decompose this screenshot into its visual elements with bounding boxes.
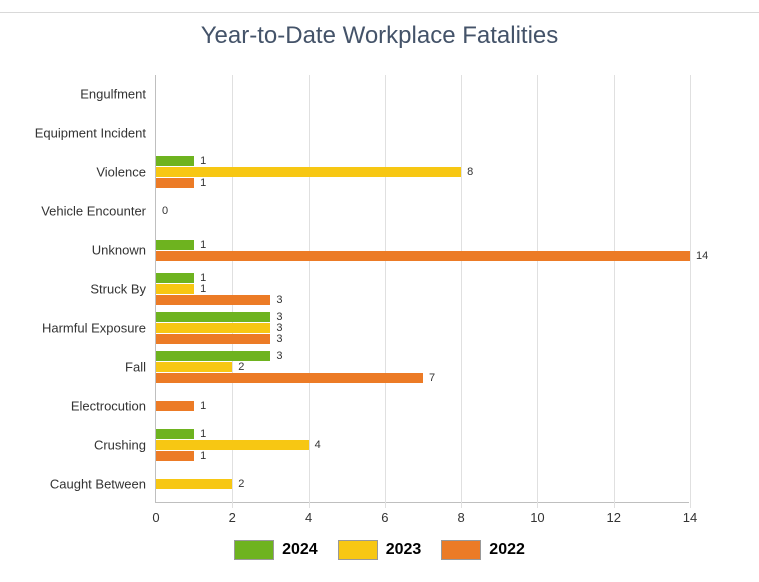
bar: 3 xyxy=(156,334,270,344)
category-label: Caught Between xyxy=(50,476,156,491)
bar: 2 xyxy=(156,362,232,372)
legend-item: 2022 xyxy=(441,540,525,560)
category-row: Caught Between2 xyxy=(156,464,689,503)
x-tick-label: 0 xyxy=(152,510,159,525)
legend-swatch xyxy=(338,540,378,560)
bar: 1 xyxy=(156,273,194,283)
bar: 3 xyxy=(156,312,270,322)
category-row: Harmful Exposure333 xyxy=(156,308,689,347)
bar: 7 xyxy=(156,373,423,383)
category-label: Fall xyxy=(125,359,156,374)
bar: 1 xyxy=(156,284,194,294)
bar-value-label: 1 xyxy=(194,428,206,440)
category-row: Electrocution1 xyxy=(156,386,689,425)
legend-swatch xyxy=(441,540,481,560)
bar: 1 xyxy=(156,240,194,250)
x-tick-label: 10 xyxy=(530,510,544,525)
bar-value-label: 7 xyxy=(423,372,435,384)
bar-value-label: 2 xyxy=(232,361,244,373)
legend-swatch xyxy=(234,540,274,560)
bar: 1 xyxy=(156,451,194,461)
legend-item: 2023 xyxy=(338,540,422,560)
bar: 2 xyxy=(156,479,232,489)
bar-value-label: 1 xyxy=(194,177,206,189)
bar: 1 xyxy=(156,401,194,411)
category-row: Violence181 xyxy=(156,153,689,192)
category-row: Unknown114 xyxy=(156,231,689,270)
legend: 2024 2023 2022 xyxy=(0,540,759,565)
bar: 8 xyxy=(156,167,461,177)
chart-title: Year-to-Date Workplace Fatalities xyxy=(0,22,759,50)
category-label: Electrocution xyxy=(71,398,156,413)
bar-value-label: 1 xyxy=(194,155,206,167)
category-label: Violence xyxy=(96,165,156,180)
plot-area: 02468101214EngulfmentEquipment IncidentV… xyxy=(155,75,689,503)
divider-top xyxy=(0,12,759,13)
bar: 3 xyxy=(156,323,270,333)
category-row: Fall327 xyxy=(156,347,689,386)
x-tick-label: 6 xyxy=(381,510,388,525)
bar-value-label: 4 xyxy=(309,439,321,451)
bar-value-label: 8 xyxy=(461,166,473,178)
bar: 3 xyxy=(156,295,270,305)
category-row: Struck By113 xyxy=(156,270,689,309)
bar: 4 xyxy=(156,440,309,450)
category-label: Unknown xyxy=(92,243,156,258)
x-tick-label: 12 xyxy=(606,510,620,525)
bar-value-label: 1 xyxy=(194,239,206,251)
bar-value-label: 3 xyxy=(270,294,282,306)
x-tick-label: 8 xyxy=(458,510,465,525)
category-label: Vehicle Encounter xyxy=(41,204,156,219)
bar-value-label: 1 xyxy=(194,400,206,412)
bar-value-label: 1 xyxy=(194,283,206,295)
gridline xyxy=(690,75,691,508)
category-label: Harmful Exposure xyxy=(42,320,156,335)
category-label: Crushing xyxy=(94,437,156,452)
bar-value-label: 1 xyxy=(194,450,206,462)
bar-value-label: 2 xyxy=(232,478,244,490)
bar-value-label: 0 xyxy=(156,205,168,217)
bar-value-label: 3 xyxy=(270,333,282,345)
legend-label: 2023 xyxy=(386,541,422,559)
bar: 14 xyxy=(156,251,690,261)
legend-item: 2024 xyxy=(234,540,318,560)
category-row: Crushing141 xyxy=(156,425,689,464)
category-row: Engulfment xyxy=(156,75,689,114)
bar: 1 xyxy=(156,429,194,439)
category-label: Struck By xyxy=(90,281,156,296)
legend-label: 2024 xyxy=(282,541,318,559)
x-tick-label: 4 xyxy=(305,510,312,525)
bar: 1 xyxy=(156,156,194,166)
bar-value-label: 14 xyxy=(690,250,708,262)
bar: 3 xyxy=(156,351,270,361)
x-tick-label: 14 xyxy=(683,510,697,525)
category-row: Vehicle Encounter0 xyxy=(156,192,689,231)
category-row: Equipment Incident xyxy=(156,114,689,153)
legend-label: 2022 xyxy=(489,541,525,559)
x-tick-label: 2 xyxy=(229,510,236,525)
bar-value-label: 3 xyxy=(270,350,282,362)
category-label: Equipment Incident xyxy=(35,126,156,141)
category-label: Engulfment xyxy=(80,87,156,102)
bar: 1 xyxy=(156,178,194,188)
